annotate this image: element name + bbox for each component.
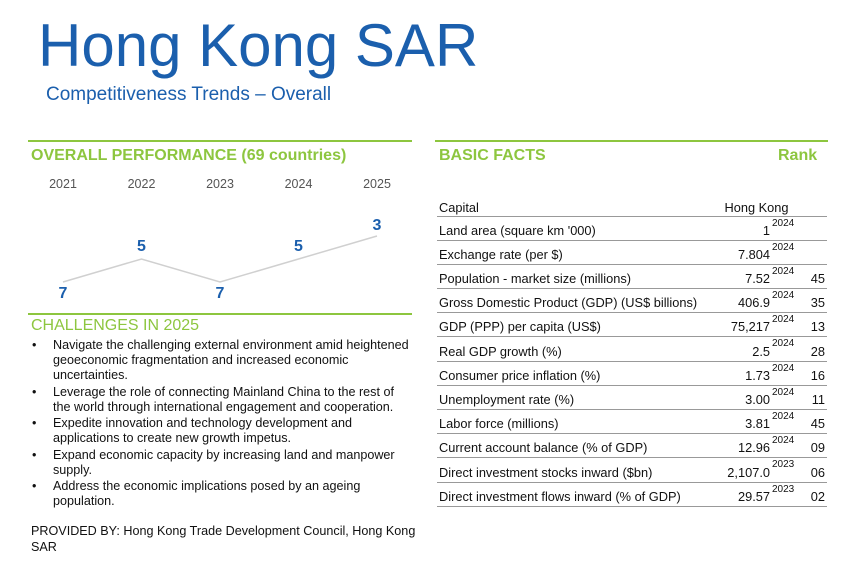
year-tick-label: 2023 [206, 177, 234, 191]
fact-label: Direct investment stocks inward ($bn) [437, 457, 712, 483]
section-rule [28, 140, 412, 142]
basic-facts-table: Capital Hong Kong Land area (square km '… [437, 196, 827, 507]
fact-year: 2024 [772, 241, 795, 253]
fact-year: 2023 [772, 459, 795, 471]
fact-rank: 02 [801, 482, 827, 507]
table-row: Consumer price inflation (%) 1.73 2024 16 [437, 361, 827, 386]
fact-value: 7.804 [712, 240, 770, 265]
fact-value: 1 [712, 216, 770, 241]
fact-value: 7.52 [712, 264, 770, 290]
challenges-heading: CHALLENGES IN 2025 [31, 317, 200, 334]
fact-rank: 45 [801, 409, 827, 435]
table-row: Exchange rate (per $) 7.804 2024 [437, 240, 827, 265]
section-rule [28, 313, 412, 315]
list-item: Address the economic implications posed … [31, 479, 411, 509]
year-tick-label: 2025 [363, 177, 391, 191]
fact-rank: 16 [801, 361, 827, 386]
fact-year: 2024 [772, 435, 795, 447]
rank-data-label: 5 [137, 238, 146, 255]
fact-label: Consumer price inflation (%) [437, 361, 712, 386]
fact-rank: 06 [801, 457, 827, 483]
year-tick-label: 2022 [128, 177, 156, 191]
table-row: Land area (square km '000) 1 2024 [437, 216, 827, 241]
fact-year: 2024 [772, 265, 795, 277]
fact-label: Exchange rate (per $) [437, 240, 712, 265]
fact-rank: 13 [801, 312, 827, 338]
fact-rank [801, 216, 827, 241]
fact-value: 2,107.0 [712, 457, 770, 483]
fact-value: 2.5 [712, 336, 770, 362]
challenges-list: Navigate the challenging external enviro… [31, 338, 411, 511]
fact-year: 2023 [772, 483, 795, 495]
table-row: Population - market size (millions) 7.52 2… [437, 264, 827, 290]
fact-rank: 28 [801, 336, 827, 362]
fact-rank: 11 [801, 385, 827, 411]
performance-chart: 2021 2022 2023 2024 2025 7 5 7 5 3 [49, 177, 391, 302]
fact-label: Labor force (millions) [437, 409, 712, 435]
fact-rank: 09 [801, 433, 827, 459]
fact-value: 406.9 [712, 288, 770, 314]
rank-trend-line [62, 235, 378, 283]
table-row: Gross Domestic Product (GDP) (US$ billio… [437, 288, 827, 314]
table-row: Real GDP growth (%) 2.5 2024 28 [437, 336, 827, 362]
performance-heading: OVERALL PERFORMANCE (69 countries) [31, 147, 347, 164]
page-title: Hong Kong SAR [38, 12, 479, 79]
fact-value: 29.57 [712, 482, 770, 507]
list-item: Navigate the challenging external enviro… [31, 338, 411, 383]
table-row: Unemployment rate (%) 3.00 2024 11 [437, 385, 827, 411]
list-item: Expedite innovation and technology devel… [31, 416, 411, 446]
page-subtitle: Competitiveness Trends – Overall [46, 84, 332, 105]
rank-data-label: 7 [216, 285, 225, 302]
year-tick-label: 2021 [49, 177, 77, 191]
fact-year: 2024 [772, 386, 795, 398]
section-rule [435, 140, 828, 142]
fact-rank: 35 [801, 288, 827, 314]
fact-label: Population - market size (millions) [437, 264, 712, 290]
fact-label: Current account balance (% of GDP) [437, 433, 712, 459]
fact-year: 2024 [772, 411, 795, 422]
provided-by: PROVIDED BY: Hong Kong Trade Development… [31, 524, 416, 554]
table-row: Labor force (millions) 3.81 2024 45 [437, 409, 827, 435]
fact-year: 2024 [772, 362, 795, 374]
table-row: Current account balance (% of GDP) 12.96 2… [437, 433, 827, 459]
capital-value: Hong Kong [712, 196, 801, 217]
fact-year: 2024 [772, 338, 795, 350]
table-row: Direct investment stocks inward ($bn) 2,1… [437, 457, 827, 483]
rank-data-label: 3 [373, 217, 382, 234]
rank-data-label: 5 [294, 238, 303, 255]
table-header-row: Capital Hong Kong [437, 196, 827, 217]
fact-value: 3.00 [712, 385, 770, 411]
fact-year: 2024 [772, 314, 795, 326]
table-row: GDP (PPP) per capita (US$) 75,217 2024 13 [437, 312, 827, 338]
fact-year: 2024 [772, 217, 795, 229]
fact-value: 75,217 [712, 312, 770, 338]
fact-label: Unemployment rate (%) [437, 385, 712, 411]
fact-year: 2024 [772, 290, 795, 302]
fact-label: GDP (PPP) per capita (US$) [437, 312, 712, 338]
rank-data-label: 7 [59, 285, 68, 302]
fact-value: 12.96 [712, 433, 770, 459]
fact-label: Land area (square km '000) [437, 216, 712, 241]
table-row: Direct investment flows inward (% of GDP… [437, 482, 827, 507]
fact-value: 1.73 [712, 361, 770, 386]
rank-heading: Rank [778, 147, 818, 164]
fact-label: Real GDP growth (%) [437, 336, 712, 362]
fact-rank [801, 240, 827, 265]
basic-facts-heading: BASIC FACTS [439, 147, 546, 164]
fact-rank: 45 [801, 264, 827, 290]
year-tick-label: 2024 [285, 177, 313, 191]
list-item: Leverage the role of connecting Mainland… [31, 385, 411, 415]
fact-value: 3.81 [712, 409, 770, 435]
fact-label: Gross Domestic Product (GDP) (US$ billio… [437, 288, 712, 314]
list-item: Expand economic capacity by increasing l… [31, 448, 411, 478]
fact-label: Direct investment flows inward (% of GDP… [437, 482, 712, 507]
capital-label: Capital [437, 196, 712, 217]
